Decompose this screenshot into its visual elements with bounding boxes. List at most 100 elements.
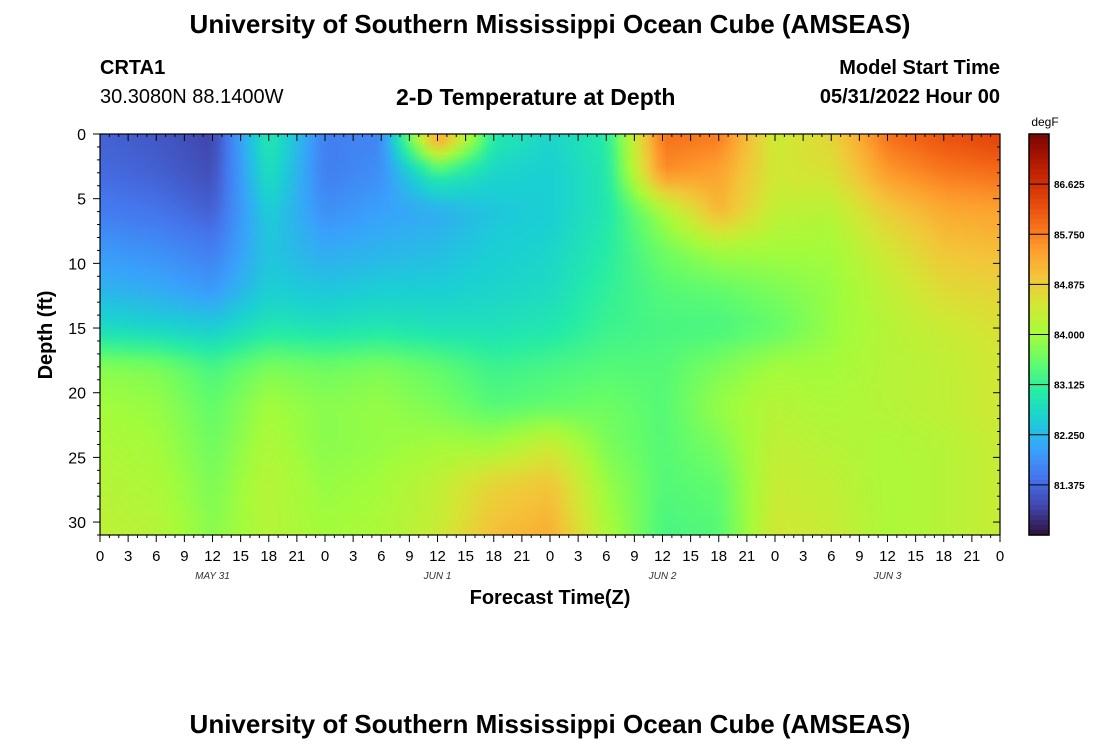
colorbar-band — [1029, 334, 1049, 341]
x-tick-label: 6 — [377, 548, 385, 565]
colorbar-band — [1029, 269, 1049, 275]
colorbar-tick-label: 82.250 — [1054, 431, 1085, 442]
x-tick-label: 9 — [855, 548, 863, 565]
colorbar-band — [1029, 444, 1049, 451]
x-tick-label: 3 — [349, 548, 357, 565]
model-start-label: Model Start Time — [839, 57, 1000, 79]
y-tick-label: 20 — [68, 386, 86, 403]
colorbar-band — [1029, 514, 1049, 521]
x-tick-label: 18 — [935, 548, 952, 565]
colorbar-band — [1029, 519, 1049, 526]
x-tick-label: 0 — [96, 548, 104, 565]
colorbar-band — [1029, 374, 1049, 381]
colorbar-band — [1029, 414, 1049, 421]
colorbar-band — [1029, 464, 1049, 471]
colorbar-band — [1029, 254, 1049, 260]
x-tick-label: 18 — [260, 548, 277, 565]
x-tick-label: 21 — [964, 548, 981, 565]
x-tick-label: 6 — [827, 548, 835, 565]
date-label: MAY 31 — [195, 571, 230, 582]
station-coordinates: 30.3080N 88.1400W — [100, 86, 284, 108]
colorbar-band — [1029, 344, 1049, 351]
colorbar-band — [1029, 274, 1049, 280]
x-tick-label: 6 — [602, 548, 610, 565]
x-tick-label: 21 — [514, 548, 531, 565]
colorbar-band — [1029, 324, 1049, 331]
colorbar-band — [1029, 184, 1049, 190]
colorbar-band — [1029, 349, 1049, 356]
date-label: JUN 3 — [873, 571, 902, 582]
colorbar-band — [1029, 214, 1049, 220]
x-tick-label: 0 — [996, 548, 1004, 565]
x-tick-label: 15 — [682, 548, 699, 565]
colorbar-band — [1029, 134, 1049, 140]
colorbar-band — [1029, 484, 1049, 491]
x-tick-label: 3 — [799, 548, 807, 565]
colorbar-band — [1029, 159, 1049, 165]
colorbar-band — [1029, 219, 1049, 225]
colorbar-band — [1029, 504, 1049, 511]
colorbar-band — [1029, 239, 1049, 245]
x-tick-label: 12 — [654, 548, 671, 565]
colorbar: degF 81.375 82.250 83.125 84.000 84.875 85.75… — [1028, 115, 1085, 536]
x-tick-label: 0 — [771, 548, 779, 565]
colorbar-tick-label: 83.125 — [1054, 381, 1085, 392]
colorbar-band — [1029, 469, 1049, 476]
station-name: CRTA1 — [100, 57, 166, 79]
colorbar-band — [1029, 264, 1049, 270]
colorbar-band — [1029, 429, 1049, 436]
x-tick-label: 3 — [124, 548, 132, 565]
colorbar-band — [1029, 394, 1049, 401]
date-label: JUN 1 — [423, 571, 452, 582]
y-tick-label: 0 — [77, 127, 86, 144]
y-axis-label: Depth (ft) — [35, 291, 57, 380]
colorbar-tick-label: 84.875 — [1054, 280, 1085, 291]
colorbar-band — [1029, 339, 1049, 346]
y-axis: 0 5 10 15 20 25 30 — [68, 127, 1000, 536]
colorbar-band — [1029, 474, 1049, 481]
colorbar-band — [1029, 359, 1049, 366]
colorbar-band — [1029, 299, 1049, 306]
model-start-value: 05/31/2022 Hour 00 — [819, 86, 1000, 108]
x-tick-label: 21 — [289, 548, 306, 565]
colorbar-band — [1029, 529, 1049, 536]
colorbar-band — [1029, 309, 1049, 316]
colorbar-band — [1029, 494, 1049, 501]
colorbar-tick-label: 85.750 — [1054, 230, 1085, 241]
x-tick-label: 21 — [739, 548, 756, 565]
x-tick-label: 9 — [405, 548, 413, 565]
colorbar-band — [1029, 144, 1049, 150]
colorbar-band — [1029, 199, 1049, 205]
colorbar-band — [1029, 209, 1049, 215]
colorbar-band — [1029, 289, 1049, 295]
colorbar-band — [1029, 454, 1049, 461]
colorbar-band — [1029, 224, 1049, 230]
colorbar-tick-label: 81.375 — [1054, 481, 1085, 492]
footer-title: University of Southern Mississippi Ocean… — [189, 709, 911, 739]
colorbar-band — [1029, 424, 1049, 431]
colorbar-band — [1029, 154, 1049, 160]
colorbar-band — [1029, 364, 1049, 371]
x-tick-label: 18 — [485, 548, 502, 565]
colorbar-band — [1029, 419, 1049, 426]
x-tick-label: 0 — [546, 548, 554, 565]
x-tick-label: 9 — [630, 548, 638, 565]
colorbar-band — [1029, 509, 1049, 516]
colorbar-band — [1029, 499, 1049, 506]
colorbar-band — [1029, 404, 1049, 411]
colorbar-band — [1029, 409, 1049, 416]
colorbar-band — [1029, 384, 1049, 391]
colorbar-band — [1029, 179, 1049, 185]
x-tick-label: 12 — [204, 548, 221, 565]
colorbar-tick-label: 86.625 — [1054, 180, 1085, 191]
colorbar-band — [1029, 149, 1049, 155]
colorbar-band — [1029, 189, 1049, 195]
colorbar-band — [1029, 389, 1049, 396]
x-tick-label: 15 — [457, 548, 474, 565]
x-axis: 0 3 6 9 12 15 18 21 0 3 6 9 12 15 18 21 0 3 6 9 12 15 18 21 0 3 6 9… — [96, 134, 1004, 582]
colorbar-band — [1029, 369, 1049, 376]
colorbar-band — [1029, 354, 1049, 361]
colorbar-band — [1029, 459, 1049, 466]
heatmap-image — [100, 134, 1000, 535]
colorbar-band — [1029, 139, 1049, 145]
